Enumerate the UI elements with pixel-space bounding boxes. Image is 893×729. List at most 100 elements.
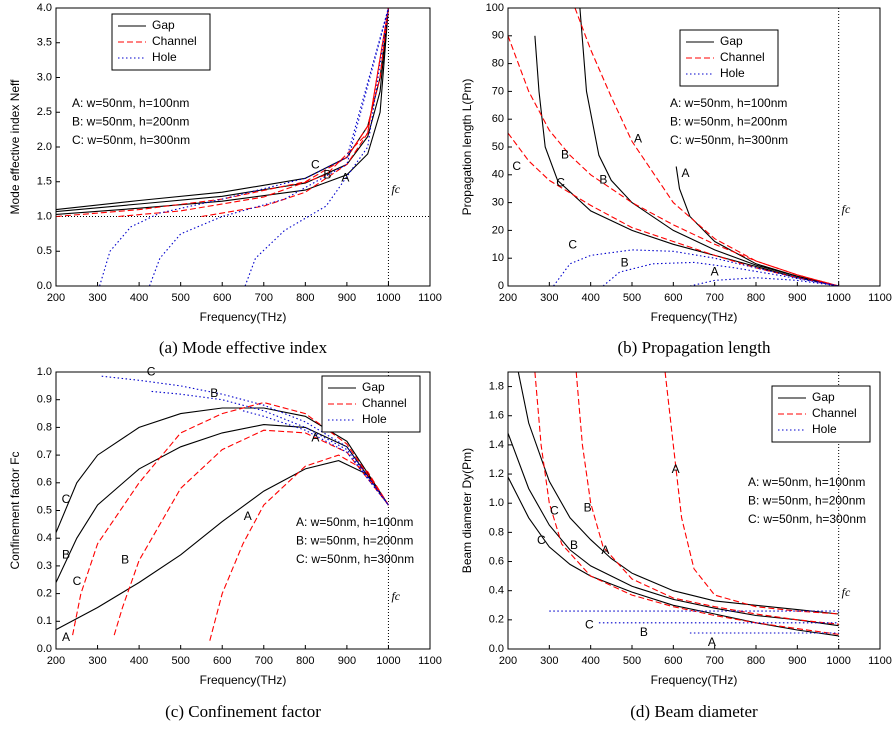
annotation: B: w=50nm, h=200nm xyxy=(670,115,787,129)
y-tick-label: 0.5 xyxy=(37,245,52,257)
y-tick-label: 0.8 xyxy=(489,526,504,538)
x-axis-label: Frequency(THz) xyxy=(200,310,287,324)
curve-label: C xyxy=(311,157,320,171)
annotation: A: w=50nm, h=100nm xyxy=(670,96,787,110)
cutoff-label: fc xyxy=(391,589,400,603)
y-tick-label: 0.3 xyxy=(37,560,52,572)
x-tick-label: 1000 xyxy=(826,655,850,667)
curve-label: C xyxy=(512,159,521,173)
annotation: A: w=50nm, h=100nm xyxy=(72,96,189,110)
x-tick-label: 600 xyxy=(664,292,682,304)
x-tick-label: 400 xyxy=(581,292,599,304)
y-tick-label: 1.2 xyxy=(489,468,504,480)
curve-label: C xyxy=(585,617,594,631)
curve-label: B xyxy=(621,255,629,269)
curve-label: A xyxy=(341,170,349,184)
cutoff-label: fc xyxy=(842,202,851,216)
annotation: A: w=50nm, h=100nm xyxy=(748,475,865,489)
x-tick-label: 700 xyxy=(255,292,273,304)
legend-box xyxy=(771,385,871,443)
x-tick-label: 1100 xyxy=(868,655,892,667)
x-tick-label: 900 xyxy=(338,292,356,304)
annotation: B: w=50nm, h=200nm xyxy=(296,534,413,548)
caption: (d) Beam diameter xyxy=(630,702,758,721)
plot-frame xyxy=(55,371,431,650)
curve-label: C xyxy=(568,238,577,252)
x-tick-label: 900 xyxy=(788,292,806,304)
y-tick-label: 1.0 xyxy=(489,497,504,509)
curve xyxy=(56,8,389,215)
x-tick-label: 200 xyxy=(499,292,517,304)
curve-label: B xyxy=(640,625,648,639)
curve xyxy=(508,132,839,286)
curve xyxy=(151,390,389,506)
x-tick-label: 900 xyxy=(338,655,356,667)
annotation: C: w=50nm, h=300nm xyxy=(670,133,788,147)
y-axis-label: Confinement factor Fc xyxy=(8,451,22,569)
y-tick-label: 1.4 xyxy=(489,439,504,451)
x-tick-label: 200 xyxy=(47,655,65,667)
curve-label: A xyxy=(601,543,609,557)
curve-label: C xyxy=(73,574,82,588)
curve-label: B xyxy=(121,553,129,567)
y-axis-label: Propagation length L(Pm) xyxy=(460,79,474,216)
legend-label: Gap xyxy=(362,380,385,394)
curve-label: A xyxy=(62,630,70,644)
curve xyxy=(101,375,389,506)
y-tick-label: 0.5 xyxy=(37,504,52,516)
curve-label: B xyxy=(62,548,70,562)
x-axis-label: Frequency(THz) xyxy=(200,673,287,687)
curve-label: C xyxy=(550,503,559,517)
y-tick-label: 0.9 xyxy=(37,394,52,406)
y-tick-label: 0.2 xyxy=(489,614,504,626)
x-axis-label: Frequency(THz) xyxy=(651,673,738,687)
curve xyxy=(56,424,389,583)
x-tick-label: 700 xyxy=(705,655,723,667)
caption: (c) Confinement factor xyxy=(165,702,321,721)
y-tick-label: 1.6 xyxy=(489,410,504,422)
curve xyxy=(602,261,839,286)
y-tick-label: 100 xyxy=(486,2,504,14)
y-tick-label: 0.0 xyxy=(37,280,52,292)
y-tick-label: 1.0 xyxy=(37,366,52,378)
x-tick-label: 1100 xyxy=(418,655,442,667)
x-tick-label: 1000 xyxy=(376,655,400,667)
annotation: C: w=50nm, h=300nm xyxy=(72,133,190,147)
y-tick-label: 10 xyxy=(492,252,504,264)
annotation: C: w=50nm, h=300nm xyxy=(748,512,866,526)
curve xyxy=(113,429,389,636)
x-tick-label: 700 xyxy=(255,655,273,667)
legend-label: Hole xyxy=(152,50,177,64)
curve-label: A xyxy=(708,635,716,649)
x-tick-label: 200 xyxy=(47,292,65,304)
x-tick-label: 300 xyxy=(540,292,558,304)
x-tick-label: 500 xyxy=(623,292,641,304)
curve xyxy=(508,476,839,637)
x-tick-label: 300 xyxy=(540,655,558,667)
legend-label: Gap xyxy=(152,18,175,32)
y-tick-label: 20 xyxy=(492,224,504,236)
legend-label: Channel xyxy=(152,34,197,48)
annotation: C: w=50nm, h=300nm xyxy=(296,552,414,566)
annotation: B: w=50nm, h=200nm xyxy=(72,115,189,129)
x-tick-label: 800 xyxy=(296,655,314,667)
y-axis-label: Mode effective index Neff xyxy=(8,79,22,215)
curve-label: B xyxy=(210,386,218,400)
x-tick-label: 500 xyxy=(623,655,641,667)
y-tick-label: 0.0 xyxy=(489,643,504,655)
x-tick-label: 300 xyxy=(88,655,106,667)
curve-label: C xyxy=(147,364,156,378)
curve xyxy=(508,35,839,286)
y-tick-label: 2.0 xyxy=(37,141,52,153)
y-tick-label: 0.0 xyxy=(37,643,52,655)
cutoff-label: fc xyxy=(391,182,400,196)
curve xyxy=(553,249,839,286)
curve xyxy=(99,8,389,286)
y-tick-label: 1.0 xyxy=(37,210,52,222)
x-tick-label: 800 xyxy=(747,655,765,667)
curve xyxy=(579,8,839,286)
x-tick-label: 1000 xyxy=(826,292,850,304)
y-axis-label: Beam diameter Dy(Pm) xyxy=(460,448,474,573)
plot-frame xyxy=(507,7,881,287)
curve xyxy=(56,8,389,218)
